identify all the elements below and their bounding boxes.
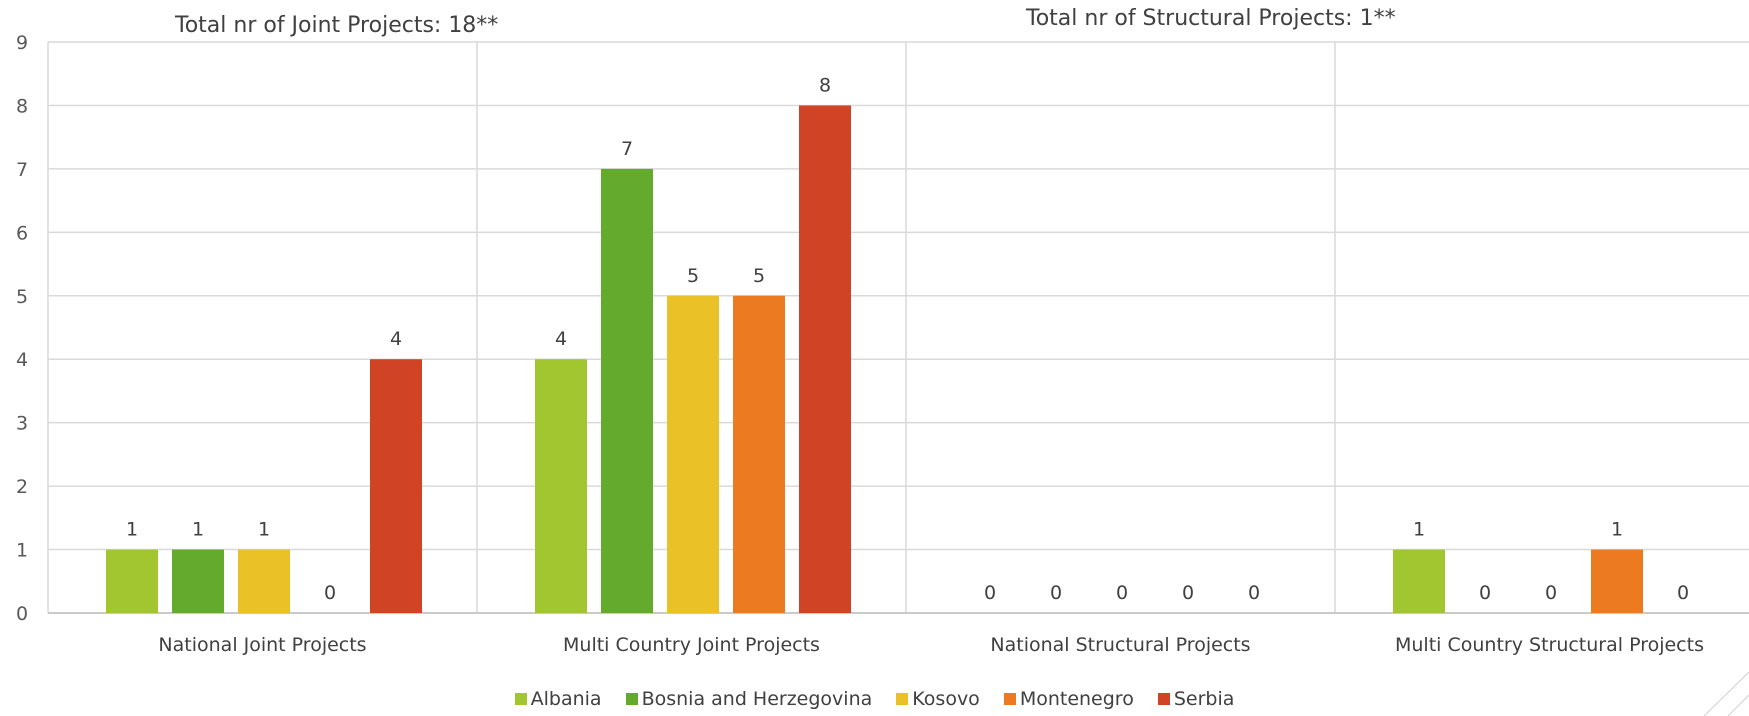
bar-montenegro [1591, 549, 1643, 613]
data-label: 8 [819, 74, 831, 96]
legend-item-bosnia-and-herzegovina: Bosnia and Herzegovina [625, 688, 873, 710]
y-tick-label: 7 [16, 159, 28, 181]
labels-layer: 0 1 2 3 4 5 6 7 8 9 1 1 1 0 4 National Joint Projects 4 7… [16, 32, 1704, 656]
bar-montenegro [733, 295, 785, 613]
data-label: 7 [621, 138, 633, 160]
bar-kosovo [238, 549, 290, 613]
data-label: 0 [1116, 582, 1128, 604]
annotation-structural-total: Total nr of Structural Projects: 1** [1026, 6, 1396, 31]
legend: Albania Bosnia and Herzegovina Kosovo Monte… [0, 688, 1749, 710]
y-tick-label: 2 [16, 476, 28, 498]
data-label: 4 [555, 328, 567, 350]
data-label: 1 [126, 519, 138, 541]
x-category-label: National Structural Projects [990, 634, 1250, 656]
legend-item-serbia: Serbia [1157, 688, 1235, 710]
legend-swatch [1003, 693, 1016, 705]
data-label: 5 [687, 265, 699, 287]
data-label: 0 [1182, 582, 1194, 604]
grid-layer [47, 41, 1749, 716]
data-label: 0 [1050, 582, 1062, 604]
data-label: 0 [1479, 582, 1491, 604]
y-tick-label: 3 [16, 413, 28, 435]
bar-albania [106, 549, 158, 613]
y-tick-label: 4 [16, 349, 28, 371]
corner-decoration-line [1727, 694, 1749, 716]
legend-item-montenegro: Montenegro [1003, 688, 1134, 710]
x-category-label: Multi Country Joint Projects [563, 634, 820, 656]
legend-label: Montenegro [1019, 688, 1134, 710]
legend-label: Serbia [1173, 688, 1235, 710]
legend-item-kosovo: Kosovo [896, 688, 980, 710]
bar-bosnia-and-herzegovina [172, 549, 224, 613]
data-label: 1 [1413, 519, 1425, 541]
bar-albania [1393, 549, 1445, 613]
legend-swatch [896, 693, 909, 705]
bar-kosovo [667, 295, 719, 613]
data-label: 0 [1677, 582, 1689, 604]
y-tick-label: 9 [16, 32, 28, 54]
data-label: 0 [1545, 582, 1557, 604]
legend-label: Albania [530, 688, 602, 710]
data-label: 1 [1611, 519, 1623, 541]
y-tick-label: 5 [16, 286, 28, 308]
legend-item-albania: Albania [514, 688, 602, 710]
y-tick-label: 6 [16, 222, 28, 244]
y-tick-label: 1 [16, 540, 28, 562]
bar-serbia [370, 359, 422, 613]
legend-label: Bosnia and Herzegovina [641, 688, 873, 710]
bar-bosnia-and-herzegovina [601, 168, 653, 613]
data-label: 1 [258, 519, 270, 541]
y-tick-label: 8 [16, 95, 28, 117]
annotation-joint-total: Total nr of Joint Projects: 18** [175, 13, 499, 38]
bar-albania [535, 359, 587, 613]
bar-serbia [799, 105, 851, 613]
data-label: 0 [984, 582, 996, 604]
legend-label: Kosovo [912, 688, 980, 710]
data-label: 5 [753, 265, 765, 287]
legend-swatch [1157, 693, 1170, 705]
legend-swatch [514, 693, 527, 705]
bars-layer [106, 105, 1643, 613]
x-category-label: National Joint Projects [158, 634, 366, 656]
data-label: 4 [390, 328, 402, 350]
data-label: 0 [324, 582, 336, 604]
y-tick-label: 0 [16, 603, 28, 625]
data-label: 0 [1248, 582, 1260, 604]
data-label: 1 [192, 519, 204, 541]
legend-swatch [625, 693, 638, 705]
x-category-label: Multi Country Structural Projects [1395, 634, 1704, 656]
corner-decoration-line [1703, 671, 1749, 716]
